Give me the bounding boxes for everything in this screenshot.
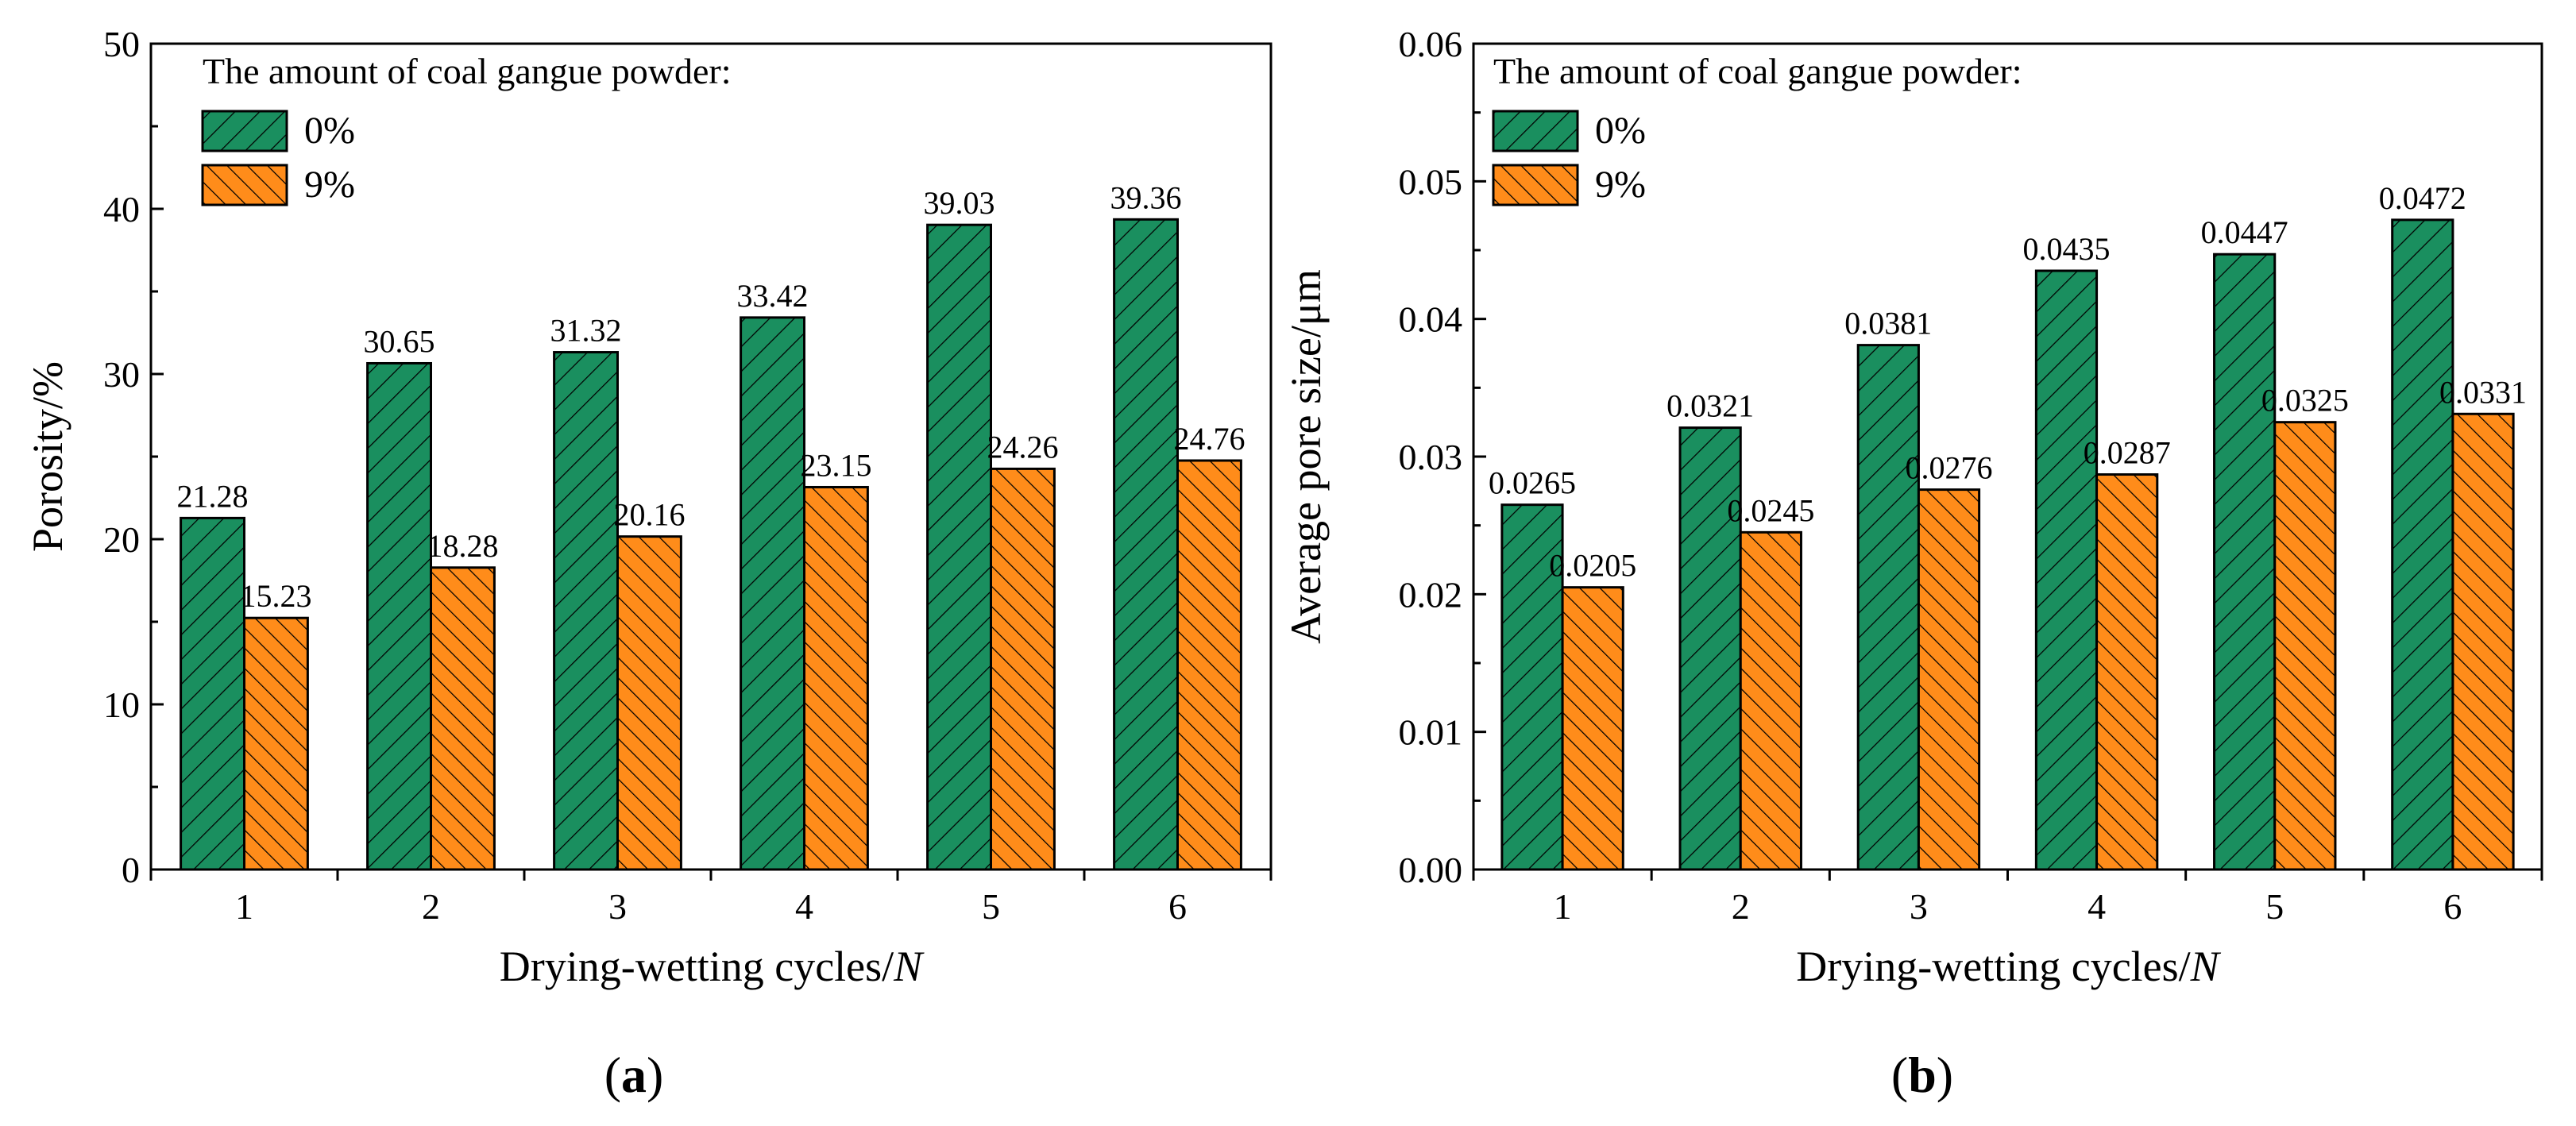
data-label: 20.16 <box>613 497 685 533</box>
data-label: 0.0472 <box>2379 180 2466 216</box>
data-label: 39.36 <box>1110 179 1182 215</box>
bar <box>2451 412 2515 871</box>
x-tick-label: 6 <box>2443 886 2462 927</box>
data-label: 0.0331 <box>2439 374 2527 410</box>
bar <box>1917 488 1981 871</box>
data-label: 24.26 <box>987 429 1058 465</box>
y-tick-label: 10 <box>103 684 140 725</box>
legend-title: The amount of coal gangue powder: <box>203 51 732 91</box>
data-label: 0.0381 <box>1844 306 1932 341</box>
data-label: 0.0287 <box>2084 435 2171 471</box>
y-tick-label: 0.04 <box>1399 299 1463 340</box>
bar <box>1856 344 1920 871</box>
bar <box>926 223 992 871</box>
x-axis-title: Drying-wetting cycles/N <box>1796 943 2221 990</box>
legend-label: 9% <box>1595 164 1646 206</box>
y-tick-label: 0 <box>122 850 140 890</box>
x-tick-label: 3 <box>1910 886 1928 927</box>
bar <box>366 361 433 871</box>
data-label: 21.28 <box>177 478 249 514</box>
bar <box>243 616 309 871</box>
bar <box>1500 503 1564 871</box>
y-tick-label: 30 <box>103 354 140 395</box>
x-tick-label: 1 <box>235 886 253 927</box>
legend-label: 9% <box>304 164 355 206</box>
x-tick-label: 4 <box>795 886 813 927</box>
x-tick-label: 5 <box>2265 886 2284 927</box>
x-tick-label: 5 <box>982 886 1000 927</box>
bar <box>2213 253 2277 871</box>
y-axis-title: Porosity/% <box>24 361 71 552</box>
legend-swatch <box>1492 164 1579 206</box>
bar <box>430 566 496 871</box>
data-label: 0.0447 <box>2201 214 2288 250</box>
data-label: 15.23 <box>240 578 311 614</box>
y-axis-title: Average pore size/μm <box>1282 269 1330 644</box>
bar <box>1113 218 1179 871</box>
legend-swatch <box>1492 110 1579 152</box>
y-tick-label: 0.01 <box>1399 712 1463 753</box>
x-tick-label: 3 <box>608 886 627 927</box>
legend-label: 0% <box>1595 110 1646 152</box>
bar <box>553 351 619 871</box>
bar <box>1176 459 1242 871</box>
y-tick-label: 0.02 <box>1399 574 1463 615</box>
bar <box>2273 421 2337 871</box>
data-label: 31.32 <box>550 313 622 349</box>
data-label: 24.76 <box>1173 421 1245 457</box>
data-label: 0.0321 <box>1666 388 1754 424</box>
bar <box>803 485 869 871</box>
y-tick-label: 50 <box>103 24 140 64</box>
x-tick-label: 4 <box>2087 886 2106 927</box>
x-axis-title: Drying-wetting cycles/N <box>500 943 925 990</box>
x-tick-label: 1 <box>1554 886 1572 927</box>
bar <box>1561 586 1624 871</box>
data-label: 0.0325 <box>2261 383 2349 418</box>
y-tick-label: 0.06 <box>1399 24 1463 64</box>
legend-label: 0% <box>304 110 355 152</box>
data-label: 30.65 <box>364 323 435 359</box>
y-tick-label: 0.03 <box>1399 437 1463 477</box>
bar <box>2095 473 2159 871</box>
x-tick-label: 2 <box>422 886 440 927</box>
panel-label: (a) <box>604 1047 664 1103</box>
bar <box>2391 218 2454 871</box>
data-label: 0.0245 <box>1727 492 1814 528</box>
data-label: 23.15 <box>800 447 871 483</box>
data-label: 0.0435 <box>2022 231 2110 267</box>
chart-panel-a: 0 10 20 30 40 50 1 2 3 4 5 6 21.28 30.65 31.32 33.42 39.… <box>24 24 1273 1103</box>
x-tick-label: 2 <box>1732 886 1750 927</box>
data-label: 33.42 <box>737 278 809 314</box>
panel-label: (b) <box>1891 1047 1953 1103</box>
legend-title: The amount of coal gangue powder: <box>1493 51 2022 91</box>
bar <box>1739 530 1802 871</box>
bar <box>180 516 246 871</box>
bar <box>740 316 805 871</box>
bar <box>1678 426 1742 871</box>
y-tick-label: 20 <box>103 519 140 560</box>
legend-swatch <box>201 110 288 152</box>
data-label: 39.03 <box>924 185 995 221</box>
bar <box>2034 269 2099 871</box>
data-label: 0.0265 <box>1489 465 1576 501</box>
legend-swatch <box>201 164 288 206</box>
data-label: 0.0276 <box>1906 450 1993 486</box>
bar <box>990 467 1056 871</box>
data-label: 18.28 <box>427 528 498 564</box>
bar <box>616 535 682 871</box>
chart-panel-b: 0.00 0.01 0.02 0.03 0.04 0.05 0.06 1 2 3 4 5 6 0.0265… <box>1282 24 2543 1103</box>
y-tick-label: 0.00 <box>1399 850 1463 890</box>
y-tick-label: 0.05 <box>1399 161 1463 202</box>
x-tick-label: 6 <box>1168 886 1187 927</box>
data-label: 0.0205 <box>1549 548 1636 584</box>
y-tick-label: 40 <box>103 189 140 229</box>
